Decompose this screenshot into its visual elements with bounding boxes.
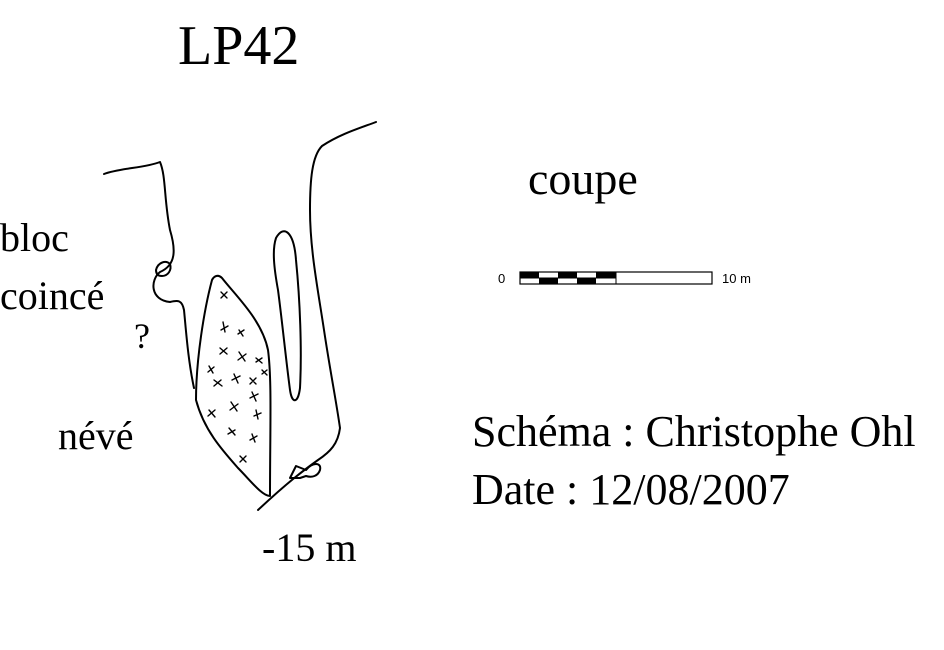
scale-end-label: 10 m (722, 271, 751, 286)
coince-label: coincé (0, 273, 105, 318)
date-credit: Date : 12/08/2007 (472, 465, 790, 514)
section-view-label: coupe (528, 153, 638, 204)
right-wall-line (257, 121, 377, 511)
left-rock-outline (155, 261, 172, 277)
bloc-label: bloc (0, 215, 69, 260)
depth-label: -15 m (262, 525, 357, 570)
neve-crosses (207, 291, 268, 463)
left-wall-line (103, 161, 195, 389)
survey-title: LP42 (178, 15, 300, 77)
central-pillar-outline (272, 230, 302, 402)
author-credit: Schéma : Christophe Ohl (472, 407, 916, 456)
neve-label: névé (58, 413, 134, 458)
scale-start-label: 0 (498, 271, 505, 286)
question-mark-label: ? (134, 316, 150, 356)
right-rock-outline (289, 463, 322, 479)
neve-outline (195, 274, 272, 497)
